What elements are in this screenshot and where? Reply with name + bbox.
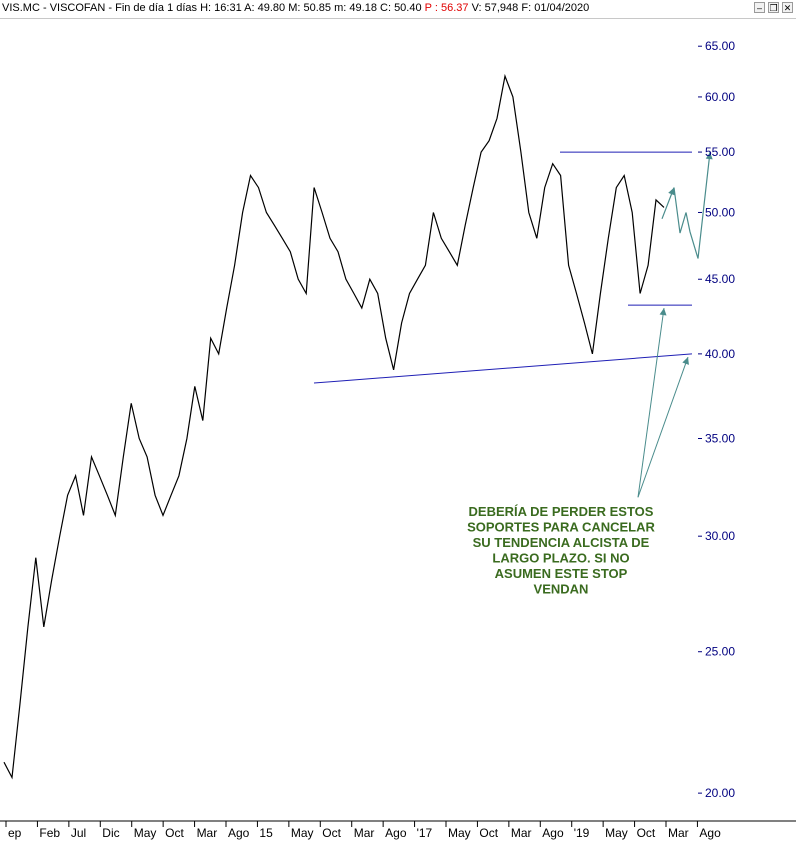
low-label: m: [334, 2, 347, 14]
x-tick-label: Mar [511, 826, 532, 840]
x-tick-label: Ago [385, 826, 407, 840]
h-value: 16:31 [214, 2, 242, 14]
annotation-text-line: VENDAN [534, 582, 589, 597]
a-label: A: [244, 2, 255, 14]
x-tick-label: Ago [228, 826, 250, 840]
y-axis: 20.00 25.00 30.00 35.00 40.00 45.00 50.00 55.00… [698, 39, 735, 800]
x-tick-label: ep [8, 826, 22, 840]
price-series-line [3, 73, 665, 780]
symbol: VIS.MC [2, 2, 40, 14]
f-value: 01/04/2020 [534, 2, 590, 14]
x-tick-label: May [291, 826, 314, 840]
x-tick-label: Mar [197, 826, 218, 840]
y-tick-label: 50.00 [705, 205, 735, 219]
x-tick-label: 15 [259, 826, 273, 840]
c-value: 50.40 [394, 2, 422, 14]
close-button[interactable]: ✕ [782, 2, 793, 13]
security-name: VISCOFAN [49, 2, 106, 14]
x-tick-label: Dic [102, 826, 119, 840]
v-value: 57,948 [484, 2, 519, 14]
y-tick-label: 25.00 [705, 645, 735, 659]
trend-support-line [313, 353, 693, 384]
pointer-line [637, 307, 665, 498]
v-label: V: [471, 2, 482, 14]
y-tick-label: 45.00 [705, 272, 735, 286]
title-text: VIS.MC - VISCOFAN - Fin de día 1 días H:… [2, 2, 590, 14]
x-tick-label: May [448, 826, 471, 840]
y-tick-label: 20.00 [705, 786, 735, 800]
x-tick-label: Oct [637, 826, 656, 840]
y-tick-label: 55.00 [705, 145, 735, 159]
x-tick-label: '19 [574, 826, 590, 840]
f-label: F: [521, 2, 532, 14]
annotation-text-line: SU TENDENCIA ALCISTA DE [473, 535, 650, 550]
p-label: P : [424, 2, 438, 14]
x-tick-label: '17 [417, 826, 433, 840]
x-tick-label: Oct [165, 826, 184, 840]
annotation-text-line: DEBERÍA DE PERDER ESTOS [469, 504, 654, 519]
c-label: C: [380, 2, 391, 14]
low-value: 49.18 [349, 2, 377, 14]
h-label: H: [200, 2, 212, 14]
x-tick-label: Ago [542, 826, 564, 840]
y-tick-label: 60.00 [705, 90, 735, 104]
title-bar: VIS.MC - VISCOFAN - Fin de día 1 días H:… [0, 0, 796, 19]
period: Fin de día 1 días [115, 2, 198, 14]
price-chart: 20.00 25.00 30.00 35.00 40.00 45.00 50.00 55.00… [0, 39, 796, 840]
pointer-line [637, 356, 689, 498]
y-tick-label: 30.00 [705, 529, 735, 543]
p-value: 56.37 [440, 2, 469, 14]
arrow-head [682, 357, 689, 365]
y-tick-label: 40.00 [705, 347, 735, 361]
annotation-lines [313, 151, 713, 498]
arrow-head [705, 152, 713, 160]
annotation-text-line: SOPORTES PARA CANCELAR [467, 520, 655, 535]
x-tick-label: Oct [322, 826, 341, 840]
a-value: 49.80 [257, 2, 286, 14]
x-tick-label: Ago [699, 826, 721, 840]
x-tick-label: May [134, 826, 157, 840]
annotation-text-line: ASUMEN ESTE STOP [495, 566, 628, 581]
annotation-text-line: LARGO PLAZO. SI NO [492, 551, 629, 566]
x-tick-label: Jul [71, 826, 86, 840]
arrow-head [668, 187, 675, 196]
arrow-head [659, 308, 667, 316]
restore-button[interactable]: ❐ [768, 2, 779, 13]
projected-path [661, 152, 711, 259]
x-axis: ep Feb Jul Dic May Oct Mar Ago 15 May Oct Mar Ago '17… [0, 820, 796, 840]
x-tick-label: Oct [479, 826, 498, 840]
minimize-button[interactable]: – [754, 2, 765, 13]
x-tick-label: Mar [668, 826, 689, 840]
x-tick-label: Feb [39, 826, 60, 840]
y-tick-label: 35.00 [705, 431, 735, 445]
m-label: M: [288, 2, 301, 14]
x-tick-label: Mar [354, 826, 375, 840]
m-value: 50.85 [303, 2, 332, 14]
y-tick-label: 65.00 [705, 39, 735, 53]
x-tick-label: May [605, 826, 628, 840]
